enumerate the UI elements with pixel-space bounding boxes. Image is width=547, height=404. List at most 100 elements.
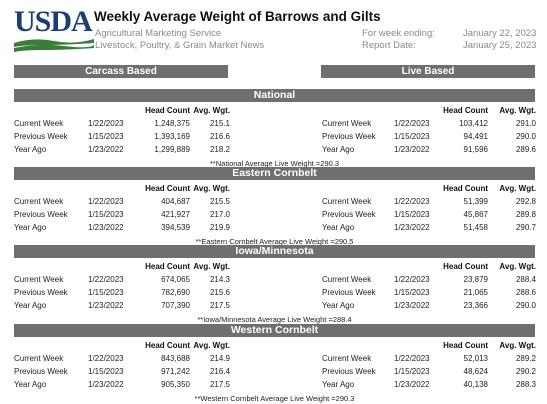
carcass-head-count-header: Head Count (145, 106, 190, 115)
carcass-row-label: Current Week (14, 354, 64, 363)
carcass-row-label: Year Ago (14, 380, 47, 389)
carcass-row-label: Year Ago (14, 145, 47, 154)
live-avg-weight: 288.3 (515, 380, 536, 389)
carcass-avg-weight: 215.5 (209, 197, 230, 206)
carcass-head-count: 782,690 (161, 288, 190, 297)
carcass-head-count: 674,065 (161, 275, 190, 284)
average-live-weight-note: **Iowa/Minnesota Average Live Weight =28… (197, 315, 352, 324)
section-title-bar: Eastern Cornbelt (14, 167, 535, 180)
live-head-count: 45,867 (463, 210, 488, 219)
carcass-row-date: 1/15/2023 (88, 210, 124, 219)
live-head-count: 23,879 (463, 275, 488, 284)
live-row-date: 1/23/2022 (394, 380, 430, 389)
carcass-avg-weight: 216.6 (209, 132, 230, 141)
average-live-weight-note: **National Average Live Weight =290.3 (209, 159, 340, 168)
carcass-row-date: 1/23/2022 (88, 145, 124, 154)
live-row-date: 1/22/2023 (394, 119, 430, 128)
live-based-bar: Live Based (321, 65, 535, 78)
live-head-count: 51,458 (463, 223, 488, 232)
live-avg-weight: 290.2 (515, 367, 536, 376)
live-avg-wgt-header: Avg. Wgt. (499, 106, 536, 115)
average-live-weight-note: **Western Cornbelt Average Live Weight =… (194, 394, 355, 403)
live-avg-wgt-header: Avg. Wgt. (499, 341, 536, 350)
carcass-head-count-header: Head Count (145, 184, 190, 193)
report-date-label: Report Date: (362, 40, 416, 51)
live-avg-weight: 290.0 (515, 132, 536, 141)
carcass-row-label: Current Week (14, 197, 64, 206)
carcass-head-count: 394,539 (161, 223, 190, 232)
carcass-row-label: Current Week (14, 275, 64, 284)
carcass-head-count: 707,390 (161, 301, 190, 310)
carcass-avg-weight: 217.0 (209, 210, 230, 219)
live-head-count-header: Head Count (443, 262, 488, 271)
live-avg-weight: 288.4 (515, 275, 536, 284)
report-date-value: January 25, 2023 (463, 40, 537, 51)
carcass-avg-wgt-header: Avg. Wgt. (193, 341, 230, 350)
carcass-head-count-header: Head Count (145, 341, 190, 350)
live-row-date: 1/23/2022 (394, 145, 430, 154)
live-row-label: Current Week (322, 275, 372, 284)
usda-logo-hills-icon (14, 39, 94, 52)
live-head-count: 103,412 (459, 119, 488, 128)
section-title-bar: Western Cornbelt (14, 324, 535, 337)
live-head-count: 40,138 (463, 380, 488, 389)
carcass-avg-weight: 215.1 (209, 119, 230, 128)
live-row-label: Year Ago (322, 223, 355, 232)
carcass-row-date: 1/22/2023 (88, 197, 124, 206)
carcass-row-date: 1/22/2023 (88, 119, 124, 128)
live-head-count: 48,624 (463, 367, 488, 376)
live-avg-weight: 288.6 (515, 288, 536, 297)
carcass-row-date: 1/23/2022 (88, 223, 124, 232)
live-avg-weight: 289.8 (515, 210, 536, 219)
carcass-avg-weight: 219.9 (209, 223, 230, 232)
carcass-avg-weight: 217.5 (209, 301, 230, 310)
live-row-date: 1/22/2023 (394, 275, 430, 284)
live-avg-weight: 290.0 (515, 301, 536, 310)
live-avg-weight: 292.8 (515, 197, 536, 206)
live-row-date: 1/15/2023 (394, 367, 430, 376)
carcass-row-date: 1/23/2022 (88, 380, 124, 389)
live-avg-weight: 290.7 (515, 223, 536, 232)
average-live-weight-note: **Eastern Cornbelt Average Live Weight =… (195, 237, 354, 246)
carcass-row-label: Previous Week (14, 132, 68, 141)
agency-name: Agricultural Marketing Service (95, 28, 222, 39)
live-row-date: 1/15/2023 (394, 132, 430, 141)
live-row-label: Year Ago (322, 301, 355, 310)
carcass-avg-weight: 215.6 (209, 288, 230, 297)
live-row-date: 1/23/2022 (394, 223, 430, 232)
usda-logo-text: USDA (14, 5, 93, 38)
live-head-count: 51,399 (463, 197, 488, 206)
carcass-avg-wgt-header: Avg. Wgt. (193, 262, 230, 271)
carcass-based-bar: Carcass Based (14, 65, 228, 78)
carcass-head-count-header: Head Count (145, 262, 190, 271)
carcass-row-label: Year Ago (14, 223, 47, 232)
carcass-avg-weight: 214.3 (209, 275, 230, 284)
carcass-row-label: Current Week (14, 119, 64, 128)
carcass-row-date: 1/23/2022 (88, 301, 124, 310)
live-row-date: 1/15/2023 (394, 288, 430, 297)
division-name: Livestock, Poultry, & Grain Market News (95, 40, 265, 51)
section-title-bar: National (14, 89, 535, 102)
carcass-row-date: 1/15/2023 (88, 288, 124, 297)
carcass-row-label: Previous Week (14, 367, 68, 376)
live-row-date: 1/22/2023 (394, 197, 430, 206)
carcass-head-count: 421,927 (161, 210, 190, 219)
live-head-count-header: Head Count (443, 106, 488, 115)
carcass-avg-wgt-header: Avg. Wgt. (193, 184, 230, 193)
live-head-count: 23,366 (463, 301, 488, 310)
carcass-head-count: 1,299,889 (154, 145, 190, 154)
carcass-row-label: Previous Week (14, 288, 68, 297)
carcass-avg-weight: 214.9 (209, 354, 230, 363)
live-avg-weight: 289.2 (515, 354, 536, 363)
carcass-row-date: 1/15/2023 (88, 132, 124, 141)
live-head-count: 91,596 (463, 145, 488, 154)
live-row-label: Previous Week (322, 288, 376, 297)
live-row-date: 1/22/2023 (394, 354, 430, 363)
week-ending-label: For week ending: (362, 28, 435, 39)
carcass-avg-weight: 216.4 (209, 367, 230, 376)
carcass-avg-weight: 217.5 (209, 380, 230, 389)
carcass-row-date: 1/22/2023 (88, 275, 124, 284)
carcass-head-count: 404,687 (161, 197, 190, 206)
carcass-head-count: 905,350 (161, 380, 190, 389)
live-row-label: Year Ago (322, 380, 355, 389)
